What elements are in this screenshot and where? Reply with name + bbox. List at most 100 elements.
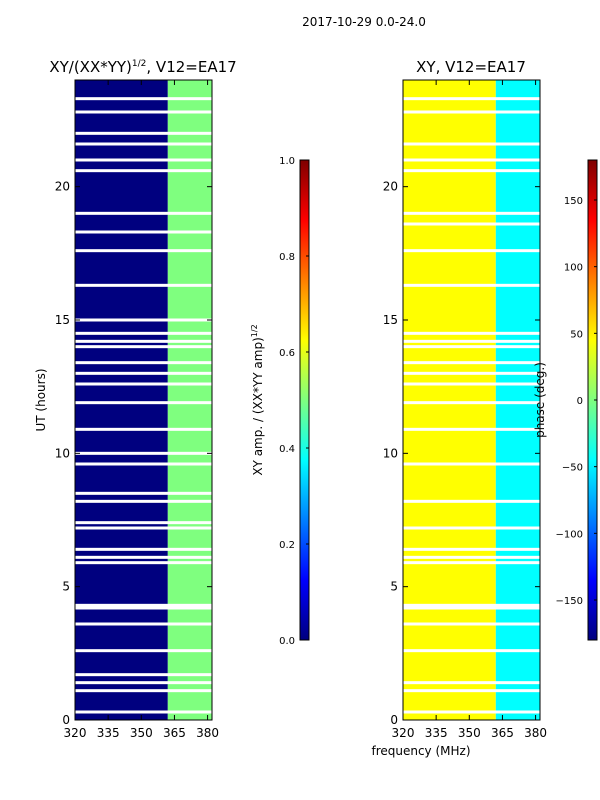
phase-panel: XY, V12=EA17 320 335 350 365 380 0 5 10 15 20 xyxy=(383,58,547,740)
flagged-row xyxy=(75,97,212,101)
amplitude-title-main: XY/(XX*YY) xyxy=(49,58,132,76)
flagged-row xyxy=(403,603,540,607)
colorbar-tick-label: 50 xyxy=(570,329,583,340)
flagged-row xyxy=(75,131,212,135)
flagged-row xyxy=(403,169,540,173)
amplitude-colorbar-label-main: XY amp. / (XX*YY amp) xyxy=(251,337,265,475)
flagged-row xyxy=(403,158,540,162)
flagged-row xyxy=(75,491,212,495)
flagged-row xyxy=(75,526,212,530)
y-tick-label: 0 xyxy=(390,713,398,727)
flagged-row xyxy=(75,331,212,335)
x-tick-label: 365 xyxy=(163,726,186,740)
x-tick-label: 380 xyxy=(196,726,219,740)
flagged-row xyxy=(75,427,212,431)
flagged-row xyxy=(75,283,212,287)
figure-suptitle: 2017-10-29 0.0-24.0 xyxy=(302,15,426,29)
y-tick-label: 5 xyxy=(62,580,70,594)
flagged-row xyxy=(403,427,540,431)
y-tick-label: 10 xyxy=(55,446,70,460)
y-tick-label: 0 xyxy=(62,713,70,727)
amplitude-panel: XY/(XX*YY)1/2, V12=EA17 320 335 350 365 380 0… xyxy=(34,58,237,740)
shared-xlabel: frequency (MHz) xyxy=(371,744,470,758)
flagged-row xyxy=(403,222,540,226)
flagged-row xyxy=(403,283,540,287)
flagged-row xyxy=(403,606,540,610)
colorbar-tick-label: 0.8 xyxy=(279,252,295,263)
flagged-row xyxy=(403,561,540,565)
colorbar-tick-label: 0.4 xyxy=(279,444,295,455)
x-tick-label: 320 xyxy=(392,726,415,740)
y-tick-label: 15 xyxy=(55,313,70,327)
phase-colorbar: −150 −100 −50 0 50 100 150 phase (deg.) xyxy=(533,159,598,641)
flagged-row xyxy=(403,689,540,693)
amplitude-colorbar-label-sup: 1/2 xyxy=(250,324,259,337)
flagged-row xyxy=(403,339,540,343)
flagged-row xyxy=(403,142,540,146)
flagged-row xyxy=(75,371,212,375)
flagged-row xyxy=(75,521,212,525)
flagged-row xyxy=(75,345,212,349)
flagged-row xyxy=(403,499,540,503)
flagged-row xyxy=(403,710,540,714)
flagged-row xyxy=(75,689,212,693)
flagged-row xyxy=(75,382,212,386)
amplitude-colorbar-ticks: 0.0 0.2 0.4 0.6 0.8 1.0 xyxy=(279,156,309,647)
flagged-row xyxy=(403,649,540,653)
amplitude-heatmap xyxy=(75,80,212,720)
flagged-row xyxy=(75,451,212,455)
heatmap-band xyxy=(75,80,168,720)
amplitude-plot-frame xyxy=(74,79,213,721)
colorbar-tick-label: 1.0 xyxy=(279,156,295,167)
y-tick-label: 15 xyxy=(383,313,398,327)
heatmap-band xyxy=(167,80,212,720)
amplitude-colorbar-gradient xyxy=(299,159,310,641)
flagged-row xyxy=(75,499,212,503)
y-tick-label: 10 xyxy=(383,446,398,460)
flagged-row xyxy=(403,622,540,626)
colorbar-tick-label: −150 xyxy=(556,596,583,607)
flagged-row xyxy=(75,169,212,173)
colorbar-tick-label: 150 xyxy=(564,196,583,207)
y-tick-label: 20 xyxy=(383,180,398,194)
x-tick-label: 350 xyxy=(458,726,481,740)
flagged-row xyxy=(403,249,540,253)
amplitude-title-sup: 1/2 xyxy=(132,59,146,69)
y-tick-label: 20 xyxy=(55,180,70,194)
amplitude-title-tail: , V12=EA17 xyxy=(146,58,236,76)
flagged-row xyxy=(403,345,540,349)
flagged-row xyxy=(75,211,212,215)
flagged-row xyxy=(403,211,540,215)
flagged-row xyxy=(75,318,212,322)
flagged-row xyxy=(75,401,212,405)
x-tick-label: 380 xyxy=(524,726,547,740)
flagged-row xyxy=(75,547,212,551)
x-tick-label: 335 xyxy=(425,726,448,740)
flagged-row xyxy=(75,622,212,626)
flagged-row xyxy=(75,673,212,677)
phase-title: XY, V12=EA17 xyxy=(416,58,526,76)
flagged-row xyxy=(75,710,212,714)
flagged-row xyxy=(403,97,540,101)
phase-plot-frame xyxy=(402,79,541,721)
phase-colorbar-ticks: −150 −100 −50 0 50 100 150 xyxy=(556,196,597,607)
flagged-row xyxy=(403,331,540,335)
amplitude-colorbar: 0.0 0.2 0.4 0.6 0.8 1.0 XY amp. / (XX*YY amp)… xyxy=(250,156,310,647)
flagged-row xyxy=(75,249,212,253)
amplitude-ylabel: UT (hours) xyxy=(34,368,48,431)
flagged-row xyxy=(75,606,212,610)
colorbar-tick-label: 0.0 xyxy=(279,636,295,647)
colorbar-tick-label: 100 xyxy=(564,263,583,274)
heatmap-band xyxy=(403,80,496,720)
amplitude-axes: 320 335 350 365 380 0 5 10 15 20 xyxy=(55,80,219,740)
flagged-row xyxy=(75,649,212,653)
colorbar-tick-label: −50 xyxy=(562,463,583,474)
flagged-row xyxy=(75,462,212,466)
flagged-row xyxy=(403,681,540,685)
phase-heatmap xyxy=(403,80,540,720)
y-tick-label: 5 xyxy=(390,580,398,594)
flagged-row xyxy=(403,526,540,530)
flagged-row xyxy=(403,401,540,405)
phase-axes: 320 335 350 365 380 0 5 10 15 20 xyxy=(383,80,547,740)
